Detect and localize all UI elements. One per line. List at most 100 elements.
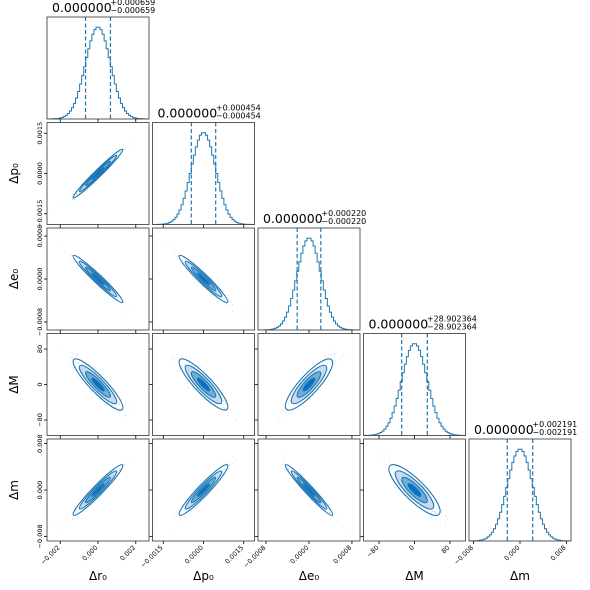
sample-point [299,382,301,384]
histogram-p0 [152,132,255,225]
sample-point [328,353,330,355]
sample-point [186,510,188,512]
sample-point [183,509,185,511]
sample-point [309,370,312,373]
sample-point [76,364,78,366]
sample-point [77,262,79,264]
y-axis-label-m: Δm [7,480,21,500]
sample-point [430,512,432,514]
sample-point [92,264,94,266]
sample-point [67,519,69,521]
sample-point [329,511,331,514]
sample-point [64,519,67,521]
sample-point [127,304,129,306]
sample-point [327,359,329,361]
x-tick-label: −80 [365,544,380,559]
histogram-M [363,343,466,436]
sample-point [332,514,335,516]
sample-point [181,365,183,368]
sample-point [224,475,226,477]
sample-point [201,397,203,399]
sample-point [191,364,193,366]
contour-level-3 [91,272,105,286]
y-tick-label: 0 [36,382,44,386]
y-tick-label: 0.008 [36,434,44,453]
sample-point [172,356,174,358]
sample-point [332,348,334,350]
sample-point [123,146,125,148]
contour-level-3 [302,483,316,497]
sample-point [72,260,74,263]
contour-level-0 [72,148,124,199]
title-value-p0: 0.000000 [158,106,218,121]
sample-point [388,458,390,460]
contour-level-0 [388,464,441,516]
sample-point [290,406,292,408]
sample-point [61,242,64,244]
sample-point [434,503,436,505]
sample-point [241,311,243,313]
sample-point [75,363,77,365]
sample-point [341,360,343,362]
sample-point [288,401,290,404]
sample-point [184,363,187,365]
sample-point [71,254,73,256]
sample-point [70,356,72,358]
sample-point [396,482,398,484]
contour-level-0 [178,464,229,516]
y-tick-label: −0.008 [36,524,44,548]
sample-point [281,461,283,464]
title-value-m: 0.000000 [474,422,534,437]
sample-point [327,507,329,509]
sample-point [445,523,447,525]
sample-point [104,278,106,280]
sample-point [198,365,200,368]
sample-point [222,468,224,470]
sample-point [441,515,444,518]
sample-point [108,282,110,284]
hist-panel-p0: 0.000000+0.000454−0.000454 [152,104,261,228]
sample-point [55,523,57,525]
sample-point [334,364,336,366]
x-tick-label: 80 [440,544,452,556]
sample-point [342,354,344,356]
sample-point [185,268,187,270]
sample-point [283,463,285,465]
sample-point [118,404,121,406]
y-tick-label: −80 [36,413,44,427]
sample-point [289,389,291,391]
sample-point [223,468,225,470]
sample-point [327,514,329,516]
sample-point [445,516,447,518]
title-plus-m: +0.002191 [532,420,577,429]
sample-point [227,414,229,416]
sample-point [174,515,176,517]
title-minus-M: −28.902364 [427,323,477,332]
sample-point [75,512,77,514]
sample-point [116,392,118,394]
sample-point [77,516,79,519]
sample-point [182,365,185,367]
sample-point [178,353,180,355]
contour-level-3 [196,377,211,392]
sample-point [73,355,75,357]
sample-point [77,370,79,372]
contour-level-0 [284,464,334,516]
sample-point [324,377,326,379]
contour-level-0 [72,254,124,304]
sample-point [176,255,178,258]
sample-point [312,363,314,365]
sample-point [71,194,73,196]
sample-point [422,481,424,483]
sample-point [284,467,286,469]
sample-point [114,388,117,390]
sample-point [227,467,229,469]
sample-point [434,519,436,521]
sample-point [180,516,182,518]
sample-point [332,516,335,519]
sample-point [125,311,127,313]
sample-point [280,409,282,411]
sample-point [196,485,198,487]
sample-point [168,528,171,530]
x-tick-label: 0.0000 [183,544,205,566]
